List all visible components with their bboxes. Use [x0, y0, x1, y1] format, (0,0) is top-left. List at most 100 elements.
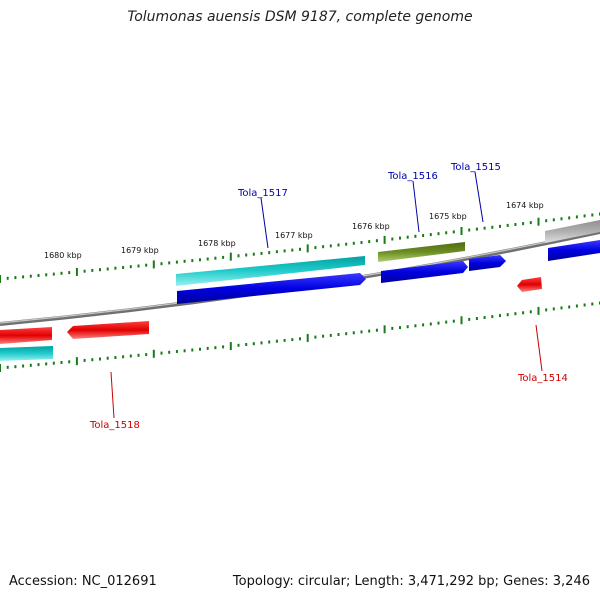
outer-ring-tick: [22, 275, 25, 279]
inner-ring-tick: [91, 358, 94, 362]
olive-feature[interactable]: [378, 242, 465, 262]
genome-backbone-highlight: [0, 230, 600, 324]
inner-ring-tick: [152, 349, 155, 358]
tick-labels: 1680 kbp 1679 kbp 1678 kbp 1677 kbp 1676…: [44, 201, 544, 260]
outer-ring-tick: [14, 276, 17, 280]
inner-ring-tick: [129, 354, 132, 358]
gene-tola-1514-arrow[interactable]: [517, 277, 542, 292]
outer-ring-tick: [568, 216, 571, 220]
outer-ring-tick: [91, 268, 94, 272]
outer-ring-tick: [260, 251, 263, 255]
outer-ring-tick: [275, 250, 278, 254]
inner-ring-tick: [575, 304, 578, 308]
reverse-cds-edge-arrow[interactable]: [0, 327, 52, 344]
gene-tola-1517-arrow[interactable]: [177, 273, 366, 304]
inner-ring-tick: [422, 323, 425, 327]
gene-label-tola-1518[interactable]: Tola_1518: [89, 420, 140, 431]
inner-ring-tick: [506, 313, 509, 317]
inner-ring-tick: [375, 328, 378, 332]
inner-ring-tick: [160, 351, 163, 355]
inner-ring-tick: [106, 356, 109, 360]
inner-ring-tick: [137, 353, 140, 357]
inner-ring-tick: [322, 334, 325, 338]
tick-label-1678: 1678 kbp: [198, 239, 236, 248]
inner-ring-tick: [0, 364, 1, 372]
outer-ring-tick: [291, 248, 294, 252]
gene-label-tola-1515[interactable]: Tola_1515: [450, 162, 501, 173]
outer-ring-tick: [283, 249, 286, 253]
inner-ring-tick: [591, 302, 594, 306]
inner-tick-ring: [0, 301, 600, 372]
outer-ring-tick: [475, 227, 478, 231]
outer-ring-tick: [168, 261, 171, 265]
outer-ring-tick: [114, 266, 117, 270]
inner-ring-tick: [22, 364, 25, 368]
inner-ring-tick: [391, 326, 394, 330]
outer-ring-tick: [591, 213, 594, 217]
outer-ring-tick: [60, 271, 63, 275]
outer-ring-tick: [229, 252, 232, 261]
outer-ring-tick: [429, 233, 432, 237]
inner-ring-tick: [268, 340, 271, 344]
inner-ring-tick: [445, 320, 448, 324]
gene-tola-1516-arrow[interactable]: [381, 261, 468, 283]
grey-feature[interactable]: [545, 220, 600, 243]
outer-ring-tick: [406, 235, 409, 239]
inner-ring-tick: [183, 349, 186, 353]
inner-ring-tick: [483, 316, 486, 319]
cyan-feature-inner[interactable]: [0, 346, 53, 361]
gene-tola-1518-arrow[interactable]: [67, 321, 149, 339]
forward-cds-track: [177, 240, 600, 304]
gene-label-tola-1517[interactable]: Tola_1517: [237, 188, 288, 199]
outer-ring-tick: [560, 217, 563, 221]
tick-label-1679: 1679 kbp: [121, 246, 159, 255]
outer-ring-tick: [329, 244, 332, 248]
inner-ring-tick: [168, 350, 171, 354]
inner-ring-tick: [568, 305, 571, 309]
leader-tola-1518: [110, 371, 115, 419]
genome-backbone: [0, 230, 600, 326]
outer-ring-tick: [37, 274, 40, 277]
outer-ring-tick: [99, 268, 101, 272]
topology-label: Topology: circular; Length: 3,471,292 bp…: [232, 574, 590, 589]
outer-ring-tick: [322, 245, 325, 249]
outer-ring-tick: [445, 231, 448, 235]
inner-ring-tick: [222, 345, 225, 349]
leader-tola-1517: [260, 197, 269, 249]
inner-ring-tick: [429, 322, 432, 326]
outer-ring-tick: [160, 262, 163, 266]
outer-ring-tick: [237, 254, 240, 258]
outer-ring-tick: [352, 241, 355, 245]
gene-label-tola-1514[interactable]: Tola_1514: [517, 373, 568, 384]
cyan-feature-outer[interactable]: [176, 256, 365, 286]
inner-ring-tick: [399, 326, 401, 330]
inner-ring-tick: [460, 316, 463, 325]
tick-label-1677: 1677 kbp: [275, 231, 313, 240]
inner-ring-tick: [337, 333, 340, 336]
leader-tola-1515: [474, 171, 484, 223]
outer-ring-tick: [414, 234, 417, 238]
inner-ring-tick: [275, 339, 278, 343]
outer-tick-ring: [0, 212, 600, 283]
gene-label-tola-1516[interactable]: Tola_1516: [387, 171, 438, 182]
outer-ring-tick: [506, 223, 509, 227]
gene-tola-1515-arrow[interactable]: [469, 255, 506, 271]
inner-ring-tick: [368, 329, 371, 333]
outer-ring-tick: [399, 236, 401, 240]
inner-ring-tick: [529, 310, 532, 314]
inner-ring-tick: [406, 325, 409, 329]
forward-cds-edge-arrow[interactable]: [548, 240, 600, 261]
inner-ring-tick: [283, 338, 286, 342]
page-title: Tolumonas auensis DSM 9187, complete gen…: [127, 9, 473, 25]
gene-labels: Tola_1517 Tola_1516 Tola_1515 Tola_1518 …: [89, 162, 568, 431]
outer-ring-tick: [437, 232, 440, 236]
inner-ring-tick: [499, 314, 501, 318]
outer-ring-tick: [345, 242, 348, 246]
outer-ring-tick: [52, 272, 55, 276]
inner-ring-tick: [114, 356, 117, 359]
inner-ring-tick: [6, 365, 9, 369]
outer-ring-tick: [575, 215, 578, 219]
inner-ring-tick: [45, 362, 48, 366]
outer-ring-tick: [129, 265, 132, 269]
